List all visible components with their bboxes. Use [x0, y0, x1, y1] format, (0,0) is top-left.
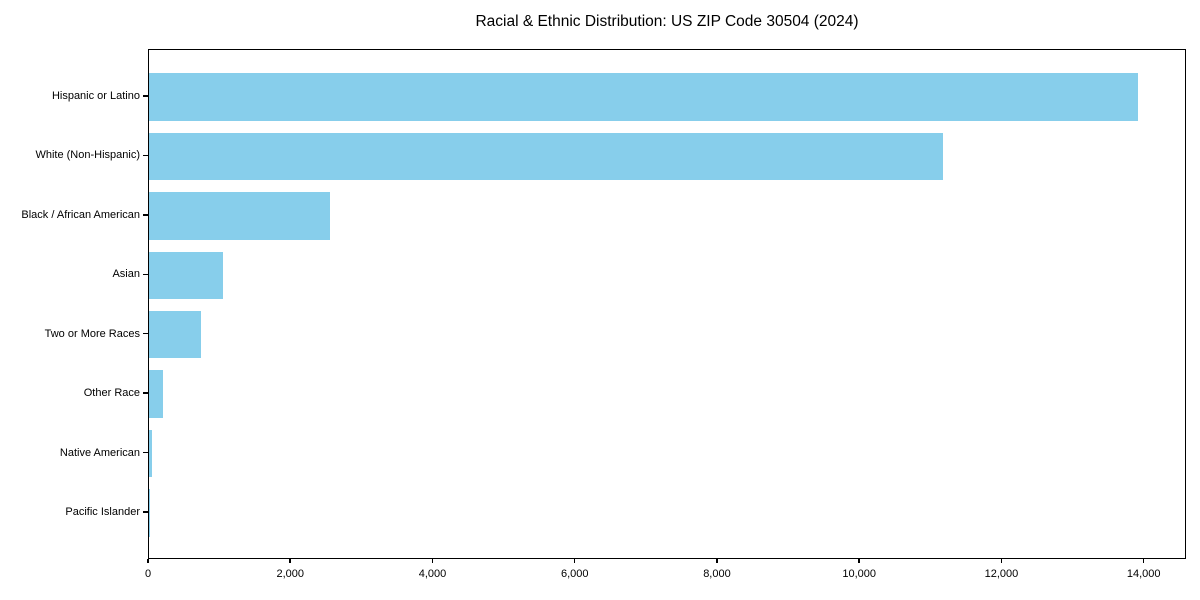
y-axis-tick [143, 214, 148, 216]
x-tick-label: 6,000 [560, 568, 589, 580]
x-axis-tick [858, 559, 860, 563]
y-axis-tick [143, 273, 148, 276]
y-axis-tick [143, 451, 148, 454]
x-axis-tick [573, 559, 576, 563]
bar-pacific-islander [149, 489, 150, 537]
y-axis-tick [143, 392, 148, 394]
x-tick-label: 4,000 [418, 568, 447, 580]
x-axis-tick [289, 559, 291, 563]
y-tick-label: Pacific Islander [65, 506, 140, 519]
y-tick-label: Hispanic or Latino [51, 89, 140, 102]
bar-native-american [149, 429, 152, 478]
x-tick-label: 8,000 [703, 568, 731, 580]
y-axis-tick [143, 511, 148, 513]
bar-asian [149, 251, 223, 300]
x-axis-tick [147, 559, 149, 563]
y-tick-label: Asian [112, 268, 140, 281]
x-axis-tick [431, 559, 434, 563]
y-axis-tick [143, 95, 148, 97]
y-tick-label: Native American [59, 446, 140, 459]
x-tick-label: 14,000 [1126, 568, 1161, 580]
y-tick-label: Black / African American [21, 208, 140, 221]
bar-other-race [149, 370, 163, 418]
plot-area [148, 49, 1186, 559]
bar-two-or-more-races [149, 310, 201, 359]
bar-white-non-hispanic [149, 132, 943, 181]
bar-black-african-american [149, 192, 330, 240]
y-tick-label: Two or More Races [44, 327, 140, 340]
x-axis-tick [1000, 559, 1003, 563]
y-axis-tick [143, 154, 148, 157]
bar-hispanic-or-latino [149, 73, 1138, 121]
x-tick-label: 12,000 [984, 568, 1019, 580]
y-tick-label: Other Race [83, 387, 140, 400]
y-tick-label: White (Non-Hispanic) [35, 149, 140, 162]
x-tick-label: 10,000 [842, 568, 877, 580]
y-axis-tick [143, 332, 148, 335]
chart-title: Racial & Ethnic Distribution: US ZIP Cod… [475, 13, 859, 30]
x-tick-label: 0 [144, 568, 152, 580]
x-tick-label: 2,000 [276, 568, 304, 580]
x-axis-tick [716, 559, 718, 563]
x-axis-tick [1142, 559, 1145, 563]
